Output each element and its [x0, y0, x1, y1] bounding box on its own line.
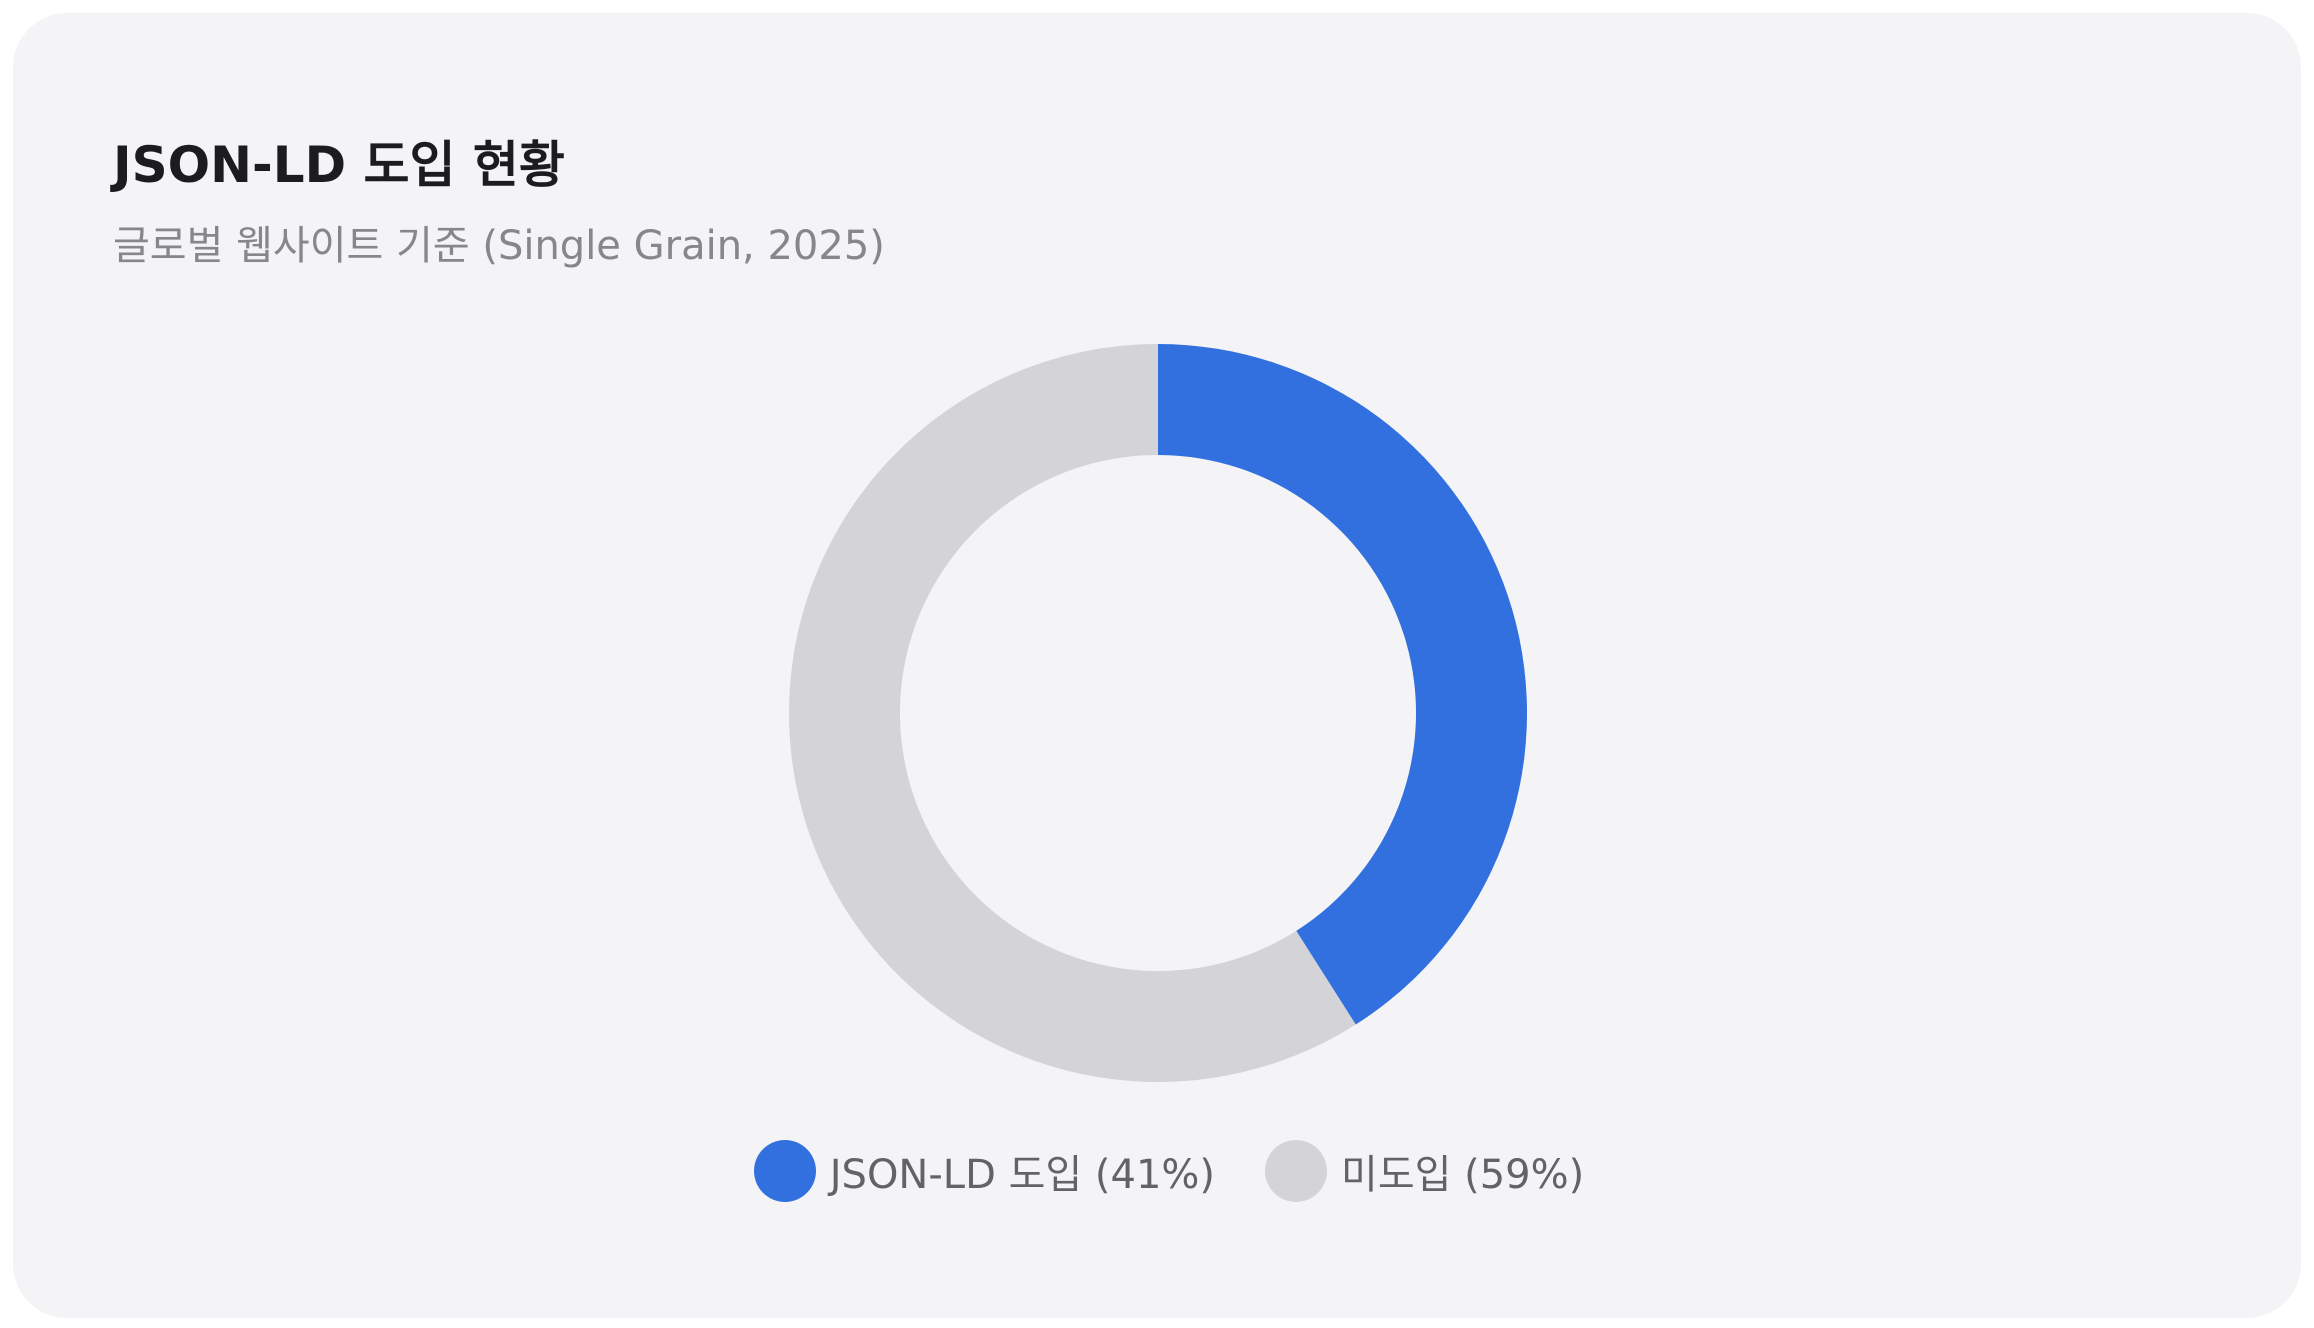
- chart-legend: JSON-LD 도입 (41%) 미도입 (59%): [13, 1140, 2313, 1202]
- legend-swatch-not-adopted: [1265, 1140, 1328, 1202]
- legend-swatch-adopted: [753, 1140, 816, 1202]
- legend-item-adopted: JSON-LD 도입 (41%): [753, 1140, 1216, 1202]
- legend-item-not-adopted: 미도입 (59%): [1265, 1140, 1584, 1202]
- chart-subtitle: 글로벌 웹사이트 기준 (Single Grain, 2025): [113, 223, 885, 269]
- slice-not-adopted: [789, 344, 1356, 1082]
- legend-label-not-adopted: 미도입 (59%): [1341, 1152, 1585, 1198]
- chart-title: JSON-LD 도입 현황: [113, 136, 565, 194]
- legend-label-adopted: JSON-LD 도입 (41%): [829, 1152, 1216, 1198]
- donut-chart: [789, 344, 1528, 1082]
- chart-card: JSON-LD 도입 현황 글로벌 웹사이트 기준 (Single Grain,…: [13, 13, 2301, 1318]
- slice-adopted: [1158, 344, 1528, 1025]
